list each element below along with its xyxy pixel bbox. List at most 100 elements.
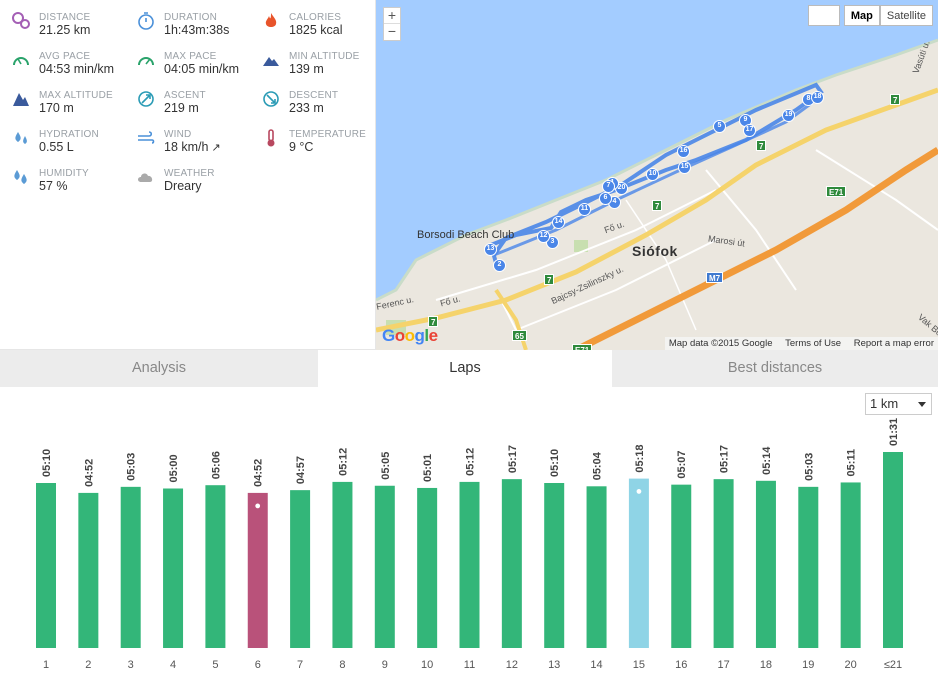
lap-bar[interactable] xyxy=(247,492,268,648)
stat-value: 1h:43m:38s xyxy=(164,23,230,37)
lap-bar[interactable] xyxy=(120,486,141,648)
stat-hydration: HYDRATION 0.55 L xyxy=(0,129,125,168)
lap-number-label: 1 xyxy=(43,659,49,671)
lap-bar[interactable] xyxy=(671,484,692,648)
lap-bar[interactable] xyxy=(840,482,861,648)
map-attribution: Map data ©2015 Google Terms of Use Repor… xyxy=(664,337,938,350)
mountain-high-icon xyxy=(13,93,29,106)
stat-humidity: HUMIDITY 57 % xyxy=(0,168,125,207)
descent-icon xyxy=(263,91,279,107)
lap-time-label: 05:18 xyxy=(634,444,646,472)
lap-bar[interactable] xyxy=(290,490,311,648)
lap-marker[interactable]: 7 xyxy=(602,180,615,193)
lap-marker[interactable]: 19 xyxy=(782,109,795,122)
stat-label: CALORIES xyxy=(289,12,342,23)
gauge-icon xyxy=(13,57,29,66)
stat-value: 9 °C xyxy=(289,140,314,154)
zoom-out-button[interactable]: − xyxy=(387,23,397,39)
road-shield: 7 xyxy=(652,200,663,211)
lap-bar[interactable] xyxy=(374,485,395,648)
lap-marker[interactable]: 16 xyxy=(677,145,690,158)
water-drops-icon xyxy=(15,132,27,144)
lap-time-label: 05:14 xyxy=(761,446,773,475)
zoom-in-button[interactable]: + xyxy=(384,8,400,24)
lap-marker[interactable]: 6 xyxy=(599,192,612,205)
lap-marker[interactable]: 5 xyxy=(713,120,726,133)
gauge-max-icon xyxy=(138,57,154,66)
lap-marker[interactable]: 10 xyxy=(646,168,659,181)
lap-time-label: 05:12 xyxy=(465,448,477,476)
flame-icon xyxy=(265,13,277,27)
stat-value: 21.25 km xyxy=(39,23,91,37)
stat-value: 18 km/h ↗ xyxy=(164,140,221,154)
tab-laps[interactable]: Laps xyxy=(318,350,612,387)
road-shield: 7 xyxy=(544,274,555,285)
lap-time-label: 05:07 xyxy=(676,451,688,479)
lap-time-label: 05:17 xyxy=(507,445,519,473)
stat-label: HUMIDITY xyxy=(39,168,89,179)
stat-label: TEMPERATURE xyxy=(289,129,367,140)
lap-time-label: 04:52 xyxy=(253,459,265,487)
lap-number-label: 15 xyxy=(633,659,645,671)
stat-value: Dreary xyxy=(164,179,202,193)
lap-number-label: 16 xyxy=(675,659,687,671)
lap-marker[interactable]: 18 xyxy=(811,91,824,104)
stat-max-pace: MAX PACE 04:05 min/km xyxy=(125,51,250,90)
route-map[interactable]: + − Map Satellite Borsodi Beach Club Sió… xyxy=(376,0,938,350)
lap-bar[interactable] xyxy=(628,478,649,648)
report-error-link[interactable]: Report a map error xyxy=(853,338,934,349)
lap-bar[interactable] xyxy=(78,492,99,648)
road-shield: E71 xyxy=(572,344,593,350)
map-type-map-button[interactable]: Map xyxy=(843,5,880,26)
lap-marker[interactable]: 17 xyxy=(743,124,756,137)
map-type-control: Map Satellite xyxy=(807,5,933,26)
lap-bar[interactable] xyxy=(163,488,184,649)
lap-bar[interactable] xyxy=(544,483,565,648)
lap-marker[interactable]: 15 xyxy=(678,161,691,174)
lap-number-label: 19 xyxy=(802,659,814,671)
lap-time-label: 05:12 xyxy=(337,448,349,476)
lap-marker[interactable]: 2 xyxy=(493,259,506,272)
lap-time-label: 05:06 xyxy=(210,451,222,479)
lap-bar[interactable] xyxy=(713,479,734,648)
turtle-icon: ● xyxy=(636,486,643,498)
stat-ascent: ASCENT 219 m xyxy=(125,90,250,129)
stat-label: MIN ALTITUDE xyxy=(289,51,360,62)
lap-bar[interactable] xyxy=(883,452,903,648)
lap-number-label: ≤21 xyxy=(884,659,902,671)
lap-time-label: 05:11 xyxy=(846,449,858,477)
lap-bar[interactable] xyxy=(332,481,353,648)
lap-bar[interactable] xyxy=(501,479,522,648)
lap-bar[interactable] xyxy=(798,486,819,648)
lap-bar[interactable] xyxy=(36,483,56,648)
lap-time-label: 05:04 xyxy=(592,451,604,480)
lap-number-label: 18 xyxy=(760,659,772,671)
lap-number-label: 11 xyxy=(464,659,475,671)
map-type-satellite-button[interactable]: Satellite xyxy=(879,5,933,26)
lap-bar[interactable] xyxy=(459,481,480,648)
lap-marker[interactable]: 13 xyxy=(484,243,497,256)
stat-label: MAX PACE xyxy=(164,51,217,62)
distance-pin-icon xyxy=(12,12,30,29)
tab-bar: Analysis Laps Best distances xyxy=(0,350,938,387)
stat-label: HYDRATION xyxy=(39,129,99,140)
lap-marker[interactable]: 14 xyxy=(552,216,565,229)
lap-bar[interactable] xyxy=(586,486,607,648)
tab-best-distances[interactable]: Best distances xyxy=(727,360,823,376)
tab-analysis[interactable]: Analysis xyxy=(132,360,186,376)
lap-bar[interactable] xyxy=(755,480,776,648)
zoom-control: + − xyxy=(383,7,401,41)
road-shield: M7 xyxy=(706,272,724,283)
stat-max-altitude: MAX ALTITUDE 170 m xyxy=(0,90,125,129)
lap-marker[interactable]: 12 xyxy=(537,230,550,243)
lap-bar[interactable] xyxy=(417,487,438,648)
stat-wind: WIND 18 km/h ↗ xyxy=(125,129,250,168)
fullscreen-icon[interactable] xyxy=(807,5,840,26)
stat-value: 04:05 min/km xyxy=(164,62,240,76)
lap-bar[interactable] xyxy=(205,485,226,648)
terms-link[interactable]: Terms of Use xyxy=(785,338,842,349)
lap-number-label: 14 xyxy=(590,659,602,671)
lap-unit-select[interactable]: 1 km xyxy=(865,393,932,415)
lap-marker[interactable]: 11 xyxy=(578,203,591,216)
rabbit-icon: ● xyxy=(254,500,261,512)
